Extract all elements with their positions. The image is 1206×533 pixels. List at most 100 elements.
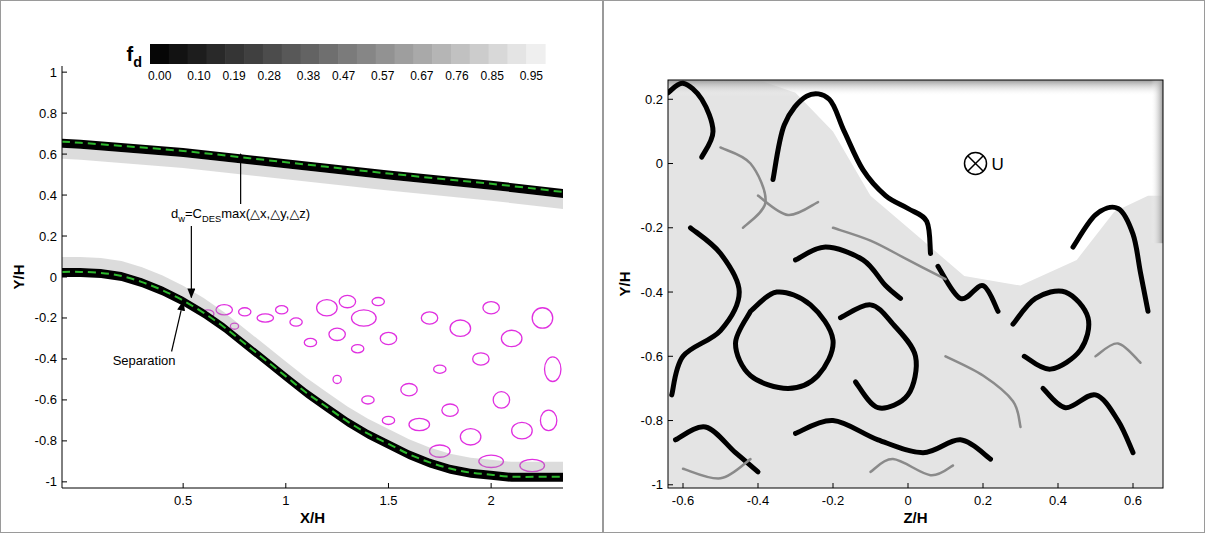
vortex-contour — [339, 295, 355, 307]
annotation-arrow — [240, 154, 241, 204]
y-tick-label: -0.4 — [641, 285, 663, 300]
text-part: d — [133, 54, 142, 70]
colorbar-tick-label: 0.57 — [371, 69, 395, 83]
x-tick-label: 0.6 — [1124, 493, 1142, 508]
colorbar-cell — [489, 44, 508, 64]
flow-symbol: U — [965, 153, 1004, 175]
colorbar-cell — [395, 44, 414, 64]
x-tick — [908, 483, 909, 488]
text-part: d — [171, 206, 178, 221]
annotation-arrow — [191, 226, 192, 298]
hill-wall-band — [62, 268, 563, 482]
y-tick-label: 0 — [656, 156, 663, 171]
x-tick — [491, 483, 492, 488]
x-tick — [183, 483, 184, 488]
vortex-filament — [1096, 343, 1141, 362]
colorbar-cell — [319, 44, 338, 64]
vortex-contour — [362, 396, 374, 404]
colorbar-cell — [526, 44, 545, 64]
vortex-filament — [938, 266, 998, 311]
vortex-filament — [1043, 388, 1133, 452]
vortex-contour — [276, 306, 288, 314]
x-tick-label: 1.5 — [379, 493, 397, 508]
x-tick — [758, 483, 759, 488]
vortex-contour — [442, 404, 458, 416]
colorbar: 0.000.100.190.280.380.470.570.670.760.85… — [148, 44, 546, 83]
y-tick — [62, 399, 67, 400]
colorbar-tick-label: 0.47 — [332, 69, 356, 83]
vortex-filament — [1013, 291, 1089, 369]
y-tick — [62, 358, 67, 359]
flow-cross — [968, 156, 984, 172]
y-tick-label: -0.4 — [35, 351, 57, 366]
y-tick — [62, 113, 67, 114]
colorbar-cell — [338, 44, 357, 64]
annotation: Separation — [113, 302, 183, 369]
hill-dw-line — [62, 272, 563, 477]
upper-dw-line — [62, 142, 563, 192]
vortex-contour — [372, 297, 384, 305]
upper-wall-band — [62, 139, 563, 198]
colorbar-cell — [263, 44, 282, 64]
x-tick-label: 0.5 — [174, 493, 192, 508]
colorbar-cell — [300, 44, 319, 64]
text-part: DES — [202, 214, 221, 224]
colorbar-title: fd — [127, 43, 142, 70]
colorbar-tick-label: 0.85 — [481, 69, 505, 83]
vortex-filament — [758, 196, 818, 215]
x-tick-label: 1 — [282, 493, 289, 508]
vortex-contour — [545, 357, 561, 382]
vortex-filament — [668, 83, 713, 157]
vortex-contour — [493, 392, 509, 408]
y-tick-label: -0.8 — [641, 413, 663, 428]
axes: -1-0.8-0.6-0.4-0.200.20.40.60.810.511.52… — [10, 65, 563, 526]
y-tick-label: -0.6 — [35, 392, 57, 407]
axes: -1-0.8-0.6-0.4-0.200.2-0.6-0.4-0.200.20.… — [616, 80, 1163, 526]
colorbar-cell — [432, 44, 451, 64]
vortex-filament — [676, 427, 759, 472]
y-tick-label: -1 — [45, 474, 57, 489]
x-tick-label: -0.2 — [822, 493, 844, 508]
plot-frame — [668, 80, 1163, 488]
colorbar-cell — [188, 44, 207, 64]
y-tick — [62, 317, 67, 318]
vortex-filament — [721, 147, 766, 227]
flow-circle — [965, 153, 987, 175]
vortex-filament — [1073, 207, 1148, 311]
x-tick — [833, 483, 834, 488]
x-tick — [983, 483, 984, 488]
colorbar-cell — [451, 44, 470, 64]
y-tick-label: -0.2 — [641, 220, 663, 235]
colorbar-tick-label: 0.10 — [187, 69, 211, 83]
vortex-contour — [304, 338, 316, 346]
x-axis-title: Z/H — [903, 509, 927, 526]
x-tick-label: 0.2 — [974, 493, 992, 508]
vortex-filament — [841, 305, 917, 408]
x-tick-label: 2 — [488, 493, 495, 508]
y-tick — [62, 195, 67, 196]
vortex-contour — [329, 328, 345, 340]
vortex-contour — [460, 429, 481, 445]
y-tick — [62, 277, 67, 278]
vortex-filament — [833, 228, 946, 279]
vortex-contour — [257, 314, 273, 322]
vortex-filament — [946, 356, 1021, 427]
colorbar-tick-label: 0.19 — [222, 69, 246, 83]
hill-fade — [62, 257, 563, 473]
vortex-filament — [871, 459, 954, 475]
y-tick — [62, 236, 67, 237]
y-tick-label: -0.6 — [641, 349, 663, 364]
x-tick-label: 0.4 — [1049, 493, 1067, 508]
vortex-contour — [239, 308, 251, 316]
turbulent-region — [668, 80, 1163, 488]
annotation-text: Separation — [113, 353, 176, 368]
vortex-contour — [434, 365, 446, 373]
y-tick — [668, 292, 673, 293]
vortex-contour — [382, 416, 394, 424]
vortex-filament — [736, 292, 834, 389]
vortex-contour — [483, 302, 499, 314]
vortex-filament — [796, 420, 991, 459]
plot-background — [668, 80, 1163, 488]
y-tick-label: -1 — [651, 477, 663, 492]
x-tick — [1133, 483, 1134, 488]
